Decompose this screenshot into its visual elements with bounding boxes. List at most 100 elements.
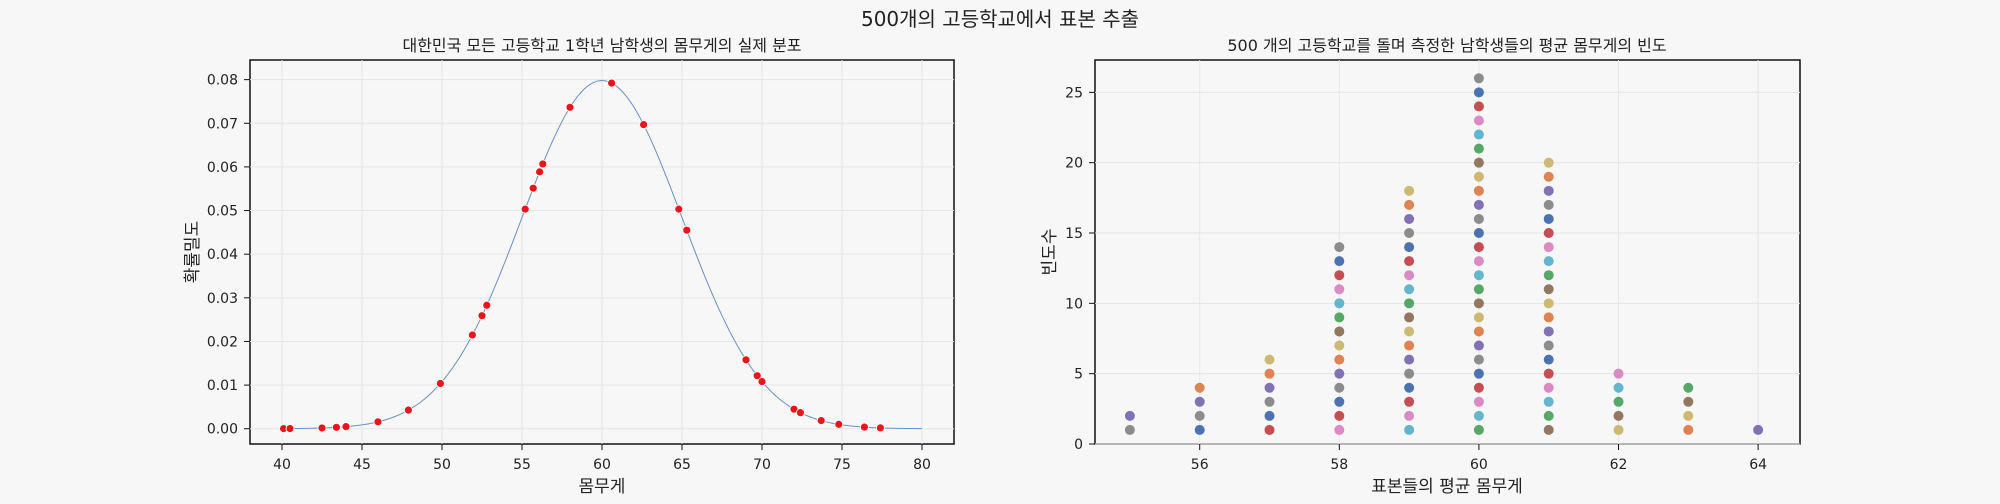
sample-point (816, 416, 826, 425)
x-axis-label: 몸무게 (579, 477, 626, 497)
frequency-dot (1404, 326, 1415, 337)
frequency-dot (1473, 185, 1484, 196)
frequency-dot (1124, 424, 1135, 435)
frequency-dot (1543, 185, 1554, 196)
frequency-dot (1543, 298, 1554, 309)
sample-point (373, 417, 383, 427)
frequency-dot (1473, 368, 1484, 379)
frequency-dot (1613, 410, 1624, 421)
y-tick-label: 0.06 (207, 160, 238, 176)
y-tick-label: 0.01 (207, 378, 238, 394)
ticks: 40 45 50 55 60 65 70 75 80 0.00 0.01 0.02 0.03 0.04 0.… (207, 73, 931, 473)
frequency-dot (1194, 424, 1205, 435)
x-tick-label: 65 (673, 457, 691, 473)
sample-point (285, 424, 295, 433)
frequency-dot (1543, 199, 1554, 210)
sample-point (607, 78, 616, 88)
frequency-dot (1473, 143, 1484, 154)
y-tick-label: 0.03 (207, 291, 238, 307)
frequency-dot (1473, 87, 1484, 98)
frequency-dot (1473, 284, 1484, 295)
frequency-dot (1404, 270, 1415, 281)
frequency-dot (1613, 424, 1624, 435)
chart-title: 대한민국 모든 고등학교 1학년 남학생의 몸무게의 실제 분포 (402, 36, 801, 55)
frequency-dot (1404, 199, 1415, 210)
sample-point (860, 422, 869, 432)
x-tick-label: 50 (433, 457, 451, 473)
frequency-dot (1613, 396, 1624, 407)
x-tick-label: 60 (1470, 457, 1488, 473)
x-tick-label: 70 (753, 457, 771, 473)
y-tick-label: 0.07 (207, 116, 238, 132)
frequency-dot (1404, 340, 1415, 351)
y-axis-label: 빈도수 (1040, 229, 1060, 276)
y-tick-label: 10 (1065, 296, 1083, 312)
sample-point (467, 330, 477, 340)
frequency-chart: 500 개의 고등학교를 돌며 측정한 남학생들의 평균 몸무게의 빈도 표본들… (1040, 36, 1801, 497)
frequency-dot (1404, 228, 1415, 239)
frequency-dot (1473, 340, 1484, 351)
frequency-dot (1683, 424, 1694, 435)
y-tick-label: 0.04 (207, 247, 238, 263)
frequency-dot (1404, 213, 1415, 224)
frequency-dot (1473, 410, 1484, 421)
frequency-dot (1473, 354, 1484, 365)
frequency-dot (1473, 157, 1484, 168)
sample-point (535, 167, 544, 177)
sample-point (757, 377, 767, 387)
frequency-dot (1404, 368, 1415, 379)
frequency-dot (1473, 382, 1484, 393)
frequency-dot (1473, 213, 1484, 224)
sample-point (435, 379, 445, 388)
frequency-dot (1473, 101, 1484, 112)
frequency-dot (1473, 199, 1484, 210)
frequency-dot (1404, 424, 1415, 435)
frequency-dot (1473, 228, 1484, 239)
frequency-dot (1753, 424, 1764, 435)
frequency-dot (1334, 396, 1345, 407)
y-tick-label: 20 (1065, 156, 1083, 172)
frequency-dot (1543, 284, 1554, 295)
frequency-dot (1334, 354, 1345, 365)
sample-point (482, 300, 492, 310)
frequency-dot (1404, 284, 1415, 295)
frequency-dot (1404, 298, 1415, 309)
frequency-dot (1473, 73, 1484, 84)
frequency-dot (1404, 354, 1415, 365)
chart-title: 500 개의 고등학교를 돌며 측정한 남학생들의 평균 몸무게의 빈도 (1227, 36, 1666, 55)
y-tick-label: 0.00 (207, 422, 238, 438)
x-tick-label: 40 (273, 457, 291, 473)
frequency-dot (1473, 242, 1484, 253)
density-curve (281, 80, 923, 430)
figure-title: 500개의 고등학교에서 표본 추출 (861, 7, 1139, 31)
frequency-dot (1404, 256, 1415, 267)
x-axis-label: 표본들의 평균 몸무게 (1371, 477, 1523, 497)
frequency-dot (1543, 270, 1554, 281)
frequency-dot (1683, 396, 1694, 407)
ticks: 56 58 60 62 64 0 5 10 15 20 25 (1065, 85, 1767, 473)
frequency-dot (1404, 312, 1415, 323)
sample-point (538, 159, 548, 169)
frequency-dot (1473, 396, 1484, 407)
frequency-dot (1194, 396, 1205, 407)
frequency-dot (1543, 382, 1554, 393)
frequency-dot (1334, 270, 1345, 281)
x-tick-label: 62 (1610, 457, 1628, 473)
frequency-dot (1473, 129, 1484, 140)
sample-point (565, 102, 575, 112)
sample-point (674, 204, 684, 214)
sample-point (834, 419, 844, 429)
frequency-dot (1194, 382, 1205, 393)
frequency-dot (1543, 242, 1554, 253)
y-tick-label: 0 (1074, 437, 1083, 453)
y-tick-label: 25 (1065, 85, 1083, 101)
frequency-dot (1543, 228, 1554, 239)
marks (279, 78, 923, 434)
frequency-dot (1404, 396, 1415, 407)
frequency-dot (1543, 171, 1554, 182)
sample-point (317, 423, 327, 433)
frequency-dot (1613, 382, 1624, 393)
frequency-dot (1543, 424, 1554, 435)
frequency-dot (1543, 326, 1554, 337)
